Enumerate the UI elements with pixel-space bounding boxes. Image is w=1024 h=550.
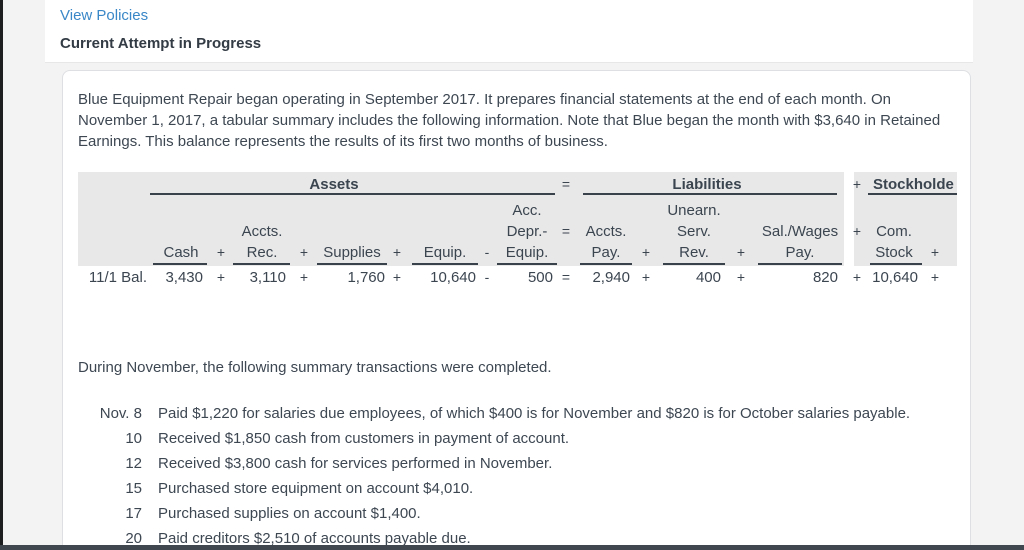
table-balance-value: 2,940 [592,269,630,286]
transaction-date: Nov. 8 [99,405,142,422]
transaction-description: Received $1,850 cash from customers in p… [158,430,570,447]
table-balance-value: 820 [812,269,838,286]
bottom-bar [0,545,1024,550]
table-section-operator: + [852,176,862,192]
problem-line: Blue Equipment Repair began operating in… [78,91,892,108]
section-underline [868,193,957,195]
table-header-operator: + [736,244,746,260]
table-balance-operator: + [641,269,651,285]
table-column-header: Accts. [241,223,283,240]
transaction-date: 17 [125,505,142,522]
table-column-header: Pay. [785,244,815,261]
problem-line: Earnings. This balance represents the re… [78,133,608,150]
table-balance-value: 10,640 [430,269,476,286]
table-column-header: Equip. [505,244,549,261]
table-column-header: Acc. [512,202,542,219]
table-column-header: Cash [163,244,199,261]
table-balance-operator: + [392,269,402,285]
table-column-underline [663,263,725,265]
table-header-operator: + [852,223,862,239]
left-edge-strip [0,0,3,550]
table-balance-operator: + [736,269,746,285]
table-balance-value: 3,430 [165,269,203,286]
table-column-underline [412,263,478,265]
table-column-header: Accts. [585,223,627,240]
table-column-header: Rec. [246,244,278,261]
table-column-header: Supplies [323,244,381,261]
table-balance-operator: = [561,269,571,285]
table-column-underline [233,263,290,265]
table-balance-value: 500 [527,269,553,286]
table-section-label: Liabilities [672,176,742,193]
section-underline [583,193,837,195]
table-column-underline [870,263,922,265]
table-balance-operator: + [930,269,940,285]
attempt-status-label: Current Attempt in Progress [60,35,262,52]
problem-line: November 1, 2017, a tabular summary incl… [78,112,941,129]
during-november-text: During November, the following summary t… [78,359,552,376]
table-section-label: Stockholde [873,176,954,193]
table-balance-operator: - [484,269,490,285]
table-balance-value: 400 [695,269,721,286]
transaction-date: 10 [125,430,142,447]
table-column-header: Serv. [677,223,711,240]
table-balance-value: 3,110 [249,269,286,286]
table-column-underline [497,263,557,265]
question-card [62,70,971,550]
view-policies-link[interactable]: View Policies [60,7,149,24]
table-column-header: Sal./Wages [761,223,839,240]
transaction-description: Paid $1,220 for salaries due employees, … [158,405,911,422]
table-column-header: Equip. [423,244,467,261]
table-column-header: Com. [876,223,912,240]
table-header-operator: + [930,244,940,260]
table-section-operator: = [561,176,571,192]
table-header-background [78,172,844,266]
table-balance-value: 1,760 [347,269,385,286]
transaction-description: Paid creditors $2,510 of accounts payabl… [158,530,471,547]
table-column-header: Rev. [679,244,709,261]
table-column-underline [153,263,207,265]
table-header-background [854,172,957,266]
table-balance-operator: + [299,269,309,285]
table-header-operator: = [561,223,571,239]
transaction-date: 15 [125,480,142,497]
table-column-underline [580,263,632,265]
table-balance-operator: + [216,269,226,285]
top-header-band: View Policies Current Attempt in Progres… [45,0,973,63]
table-header-operator: - [484,244,490,260]
table-header-operator: + [299,244,309,260]
table-column-underline [758,263,842,265]
table-header-operator: + [641,244,651,260]
transaction-date: 12 [125,455,142,472]
table-column-header: Pay. [591,244,621,261]
transaction-description: Purchased store equipment on account $4,… [158,480,474,497]
transaction-description: Purchased supplies on account $1,400. [158,505,421,522]
table-balance-row-label: 11/1 Bal. [88,269,147,286]
table-column-header: Unearn. [667,202,721,219]
problem-statement: Blue Equipment Repair began operating in… [78,89,940,152]
table-column-header: Depr.- [506,223,548,240]
table-balance-operator: + [852,269,862,285]
table-column-header: Stock [875,244,913,261]
transaction-description: Received $3,800 cash for services perfor… [158,455,553,472]
section-underline [150,193,555,195]
transaction-date: 20 [125,530,142,547]
table-balance-value: 10,640 [872,269,918,286]
table-header-operator: + [216,244,226,260]
table-section-label: Assets [309,176,359,193]
table-header-operator: + [392,244,402,260]
table-column-underline [317,263,387,265]
